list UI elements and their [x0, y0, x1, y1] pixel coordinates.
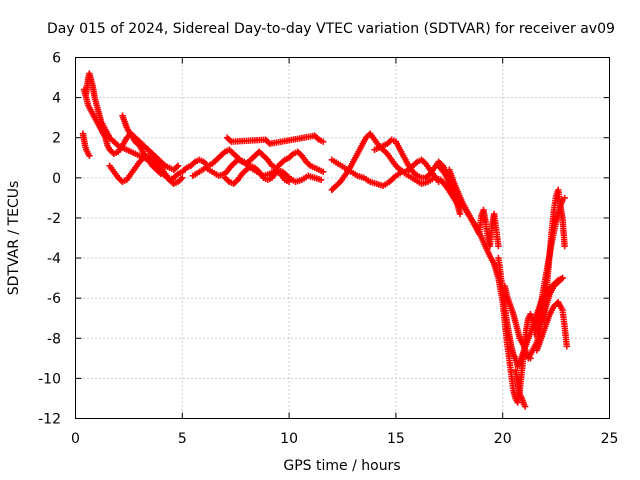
data-point: [320, 138, 327, 145]
series-track-3: [79, 130, 93, 159]
data-point: [317, 176, 325, 184]
y-tick-labels: -12 -10 -8 -6 -4 -2 0 2 4 6: [38, 51, 61, 428]
y-tick-label: -4: [47, 251, 61, 267]
y-tick-label: 6: [52, 51, 61, 67]
x-tick-labels: 0 5 10 15 20 25: [71, 431, 618, 447]
data-points: [79, 70, 570, 410]
data-point: [285, 178, 293, 186]
data-point: [86, 152, 93, 159]
grid-lines: [75, 57, 610, 419]
series-track-9: [223, 132, 327, 147]
x-tick-label: 5: [178, 431, 187, 447]
y-tick-label: 2: [52, 131, 61, 147]
series-track-20: [512, 367, 529, 410]
data-point: [561, 194, 568, 202]
chart-title: Day 015 of 2024, Sidereal Day-to-day VTE…: [47, 21, 615, 37]
data-point: [561, 242, 568, 250]
y-tick-label: 0: [52, 171, 61, 187]
y-tick-label: -8: [47, 331, 61, 347]
data-point: [157, 170, 165, 178]
x-tick-label: 10: [280, 431, 298, 447]
data-point: [174, 162, 182, 169]
series-track-2: [80, 86, 182, 174]
plot-frame: [75, 57, 610, 419]
y-tick-label: -6: [47, 291, 61, 307]
data-point: [521, 403, 529, 410]
y-tick-label: -12: [38, 412, 61, 428]
y-axis-label: SDTVAR / TECUs: [6, 181, 22, 296]
y-tick-label: -2: [47, 211, 61, 227]
series-track-19: [533, 298, 570, 354]
series-track-17: [525, 186, 568, 362]
x-tick-label: 15: [387, 431, 405, 447]
series-track-5: [119, 112, 165, 178]
series-track-13: [446, 166, 502, 250]
series-track-8: [221, 162, 293, 188]
y-tick-label: 4: [52, 91, 61, 107]
data-point: [179, 174, 186, 182]
data-point: [320, 168, 327, 176]
x-tick-label: 0: [71, 431, 80, 447]
x-axis-label: GPS time / hours: [283, 458, 400, 474]
x-tick-label: 20: [494, 431, 512, 447]
data-point: [563, 343, 570, 350]
series-track-18: [531, 194, 568, 338]
axis-ticks: [75, 57, 610, 419]
series-track-16: [501, 282, 534, 362]
data-point: [559, 274, 566, 282]
series-track-11: [328, 156, 464, 212]
data-point: [495, 242, 502, 250]
y-tick-label: -10: [38, 371, 61, 387]
x-tick-label: 25: [601, 431, 619, 447]
series-track-6: [179, 146, 327, 176]
data-point: [456, 210, 464, 218]
